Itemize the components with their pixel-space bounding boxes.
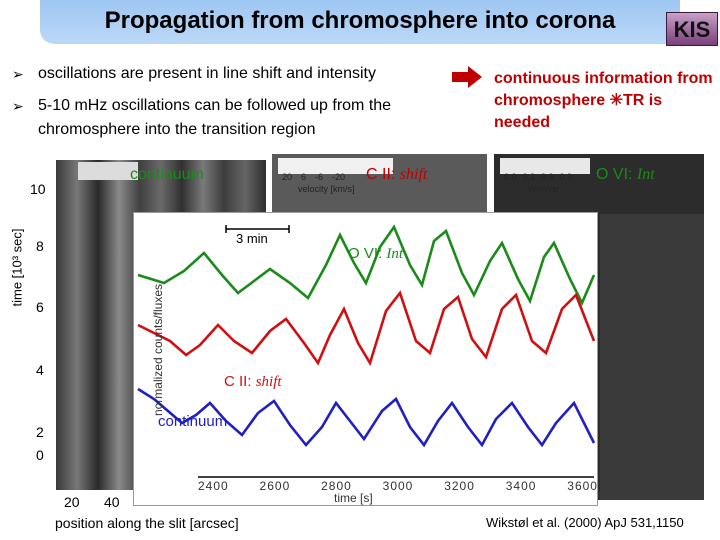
bullet-2-text: 5-10 mHz oscillations can be followed up… (38, 97, 392, 138)
note-text: continuous information from chromosphere… (494, 70, 713, 131)
y-tick: 8 (36, 238, 44, 254)
inset-x-tick: 2600 (259, 479, 291, 493)
inset-ovi-text: O VI: (348, 245, 383, 262)
inset-x-tick: 3600 (567, 479, 598, 493)
inset-x-tick: 2800 (321, 479, 352, 493)
y-tick: 4 (36, 362, 44, 378)
inset-y-label-wrap: normalized counts/fluxes (148, 243, 168, 463)
inset-x-tick: 3000 (382, 479, 414, 493)
inset-svg (137, 224, 596, 478)
inset-ovi-label: O VI: Int (348, 245, 403, 263)
y-axis: time [10³ sec] (2, 150, 28, 390)
colorbar-ticks: 0.0 0.3 0.6 0.9 (504, 172, 572, 182)
colorbar-tick: 20 (282, 172, 293, 182)
colorbar-label: velocity [km/s] (298, 184, 355, 194)
kis-logo: KIS (666, 12, 718, 46)
y-tick: 2 (36, 424, 44, 440)
continuum-curve (137, 387, 596, 448)
ovi-italic: Int (636, 166, 655, 183)
colorbar-tick: -6 (315, 172, 324, 182)
inset-cii-label: C II: shift (224, 373, 282, 391)
colorbar (78, 162, 138, 180)
panel-continuum-label: continuum (130, 166, 204, 183)
inset-plot: normalized counts/fluxes 3 min O VI: Int… (133, 212, 598, 506)
ovi-curve (137, 224, 596, 307)
arrow-bullet-icon: ➢ (12, 66, 24, 82)
inset-cii-text: C II: (224, 373, 252, 390)
y-tick: 10 (30, 181, 46, 197)
panel-ovi-label: O VI: Int (596, 166, 655, 184)
cii-italic: shift (399, 166, 428, 183)
y-axis-label: time [10³ sec] (9, 228, 25, 307)
colorbar-label: W/m²/sr (528, 184, 560, 194)
3min-label: 3 min (236, 231, 268, 246)
arrow-bullet-icon: ➢ (12, 98, 24, 114)
bullet-1-text: oscillations are present in line shift a… (38, 65, 376, 82)
logo-text: KIS (673, 17, 711, 42)
inset-x-tick: 3400 (505, 479, 537, 493)
inset-x-tick: 3200 (444, 479, 475, 493)
colorbar (278, 158, 393, 174)
cii-panel (272, 154, 487, 214)
cii-curve (137, 290, 596, 367)
colorbar (500, 158, 590, 174)
inset-x-label: time [s] (334, 491, 373, 505)
colorbar-tick: 0.3 (522, 172, 536, 182)
red-arrow-icon (452, 66, 482, 88)
inset-ovi-italic: Int (386, 246, 404, 262)
colorbar-tick: -20 (332, 172, 346, 182)
x-tick: 40 (104, 494, 120, 510)
citation: Wikstøl et al. (2000) ApJ 531,1150 (486, 515, 684, 530)
x-axis-label: position along the slit [arcsec] (55, 515, 239, 531)
y-tick: 0 (36, 447, 44, 463)
panel-cii-label: C II: shift (366, 166, 427, 184)
colorbar-tick: 0.9 (559, 172, 573, 182)
title-bar: Propagation from chromosphere into coron… (40, 0, 680, 44)
inset-continuum-label: continuum (158, 413, 228, 430)
colorbar-tick: 0.0 (504, 172, 517, 182)
x-tick: 20 (64, 494, 80, 510)
y-tick: 6 (36, 299, 44, 315)
slide-title: Propagation from chromosphere into coron… (104, 7, 616, 34)
inset-x-ticks: 2400 2600 2800 3000 3200 3400 3600 (198, 479, 598, 493)
inset-cii-italic: shift (255, 374, 282, 390)
colorbar-tick: 6 (301, 172, 307, 182)
colorbar-tick: 0.6 (541, 172, 554, 182)
cii-text: C II: (366, 166, 396, 183)
ovi-text: O VI: (596, 166, 633, 183)
colorbar-ticks: 20 6 -6 -20 (282, 172, 345, 182)
inset-x-tick: 2400 (198, 479, 229, 493)
